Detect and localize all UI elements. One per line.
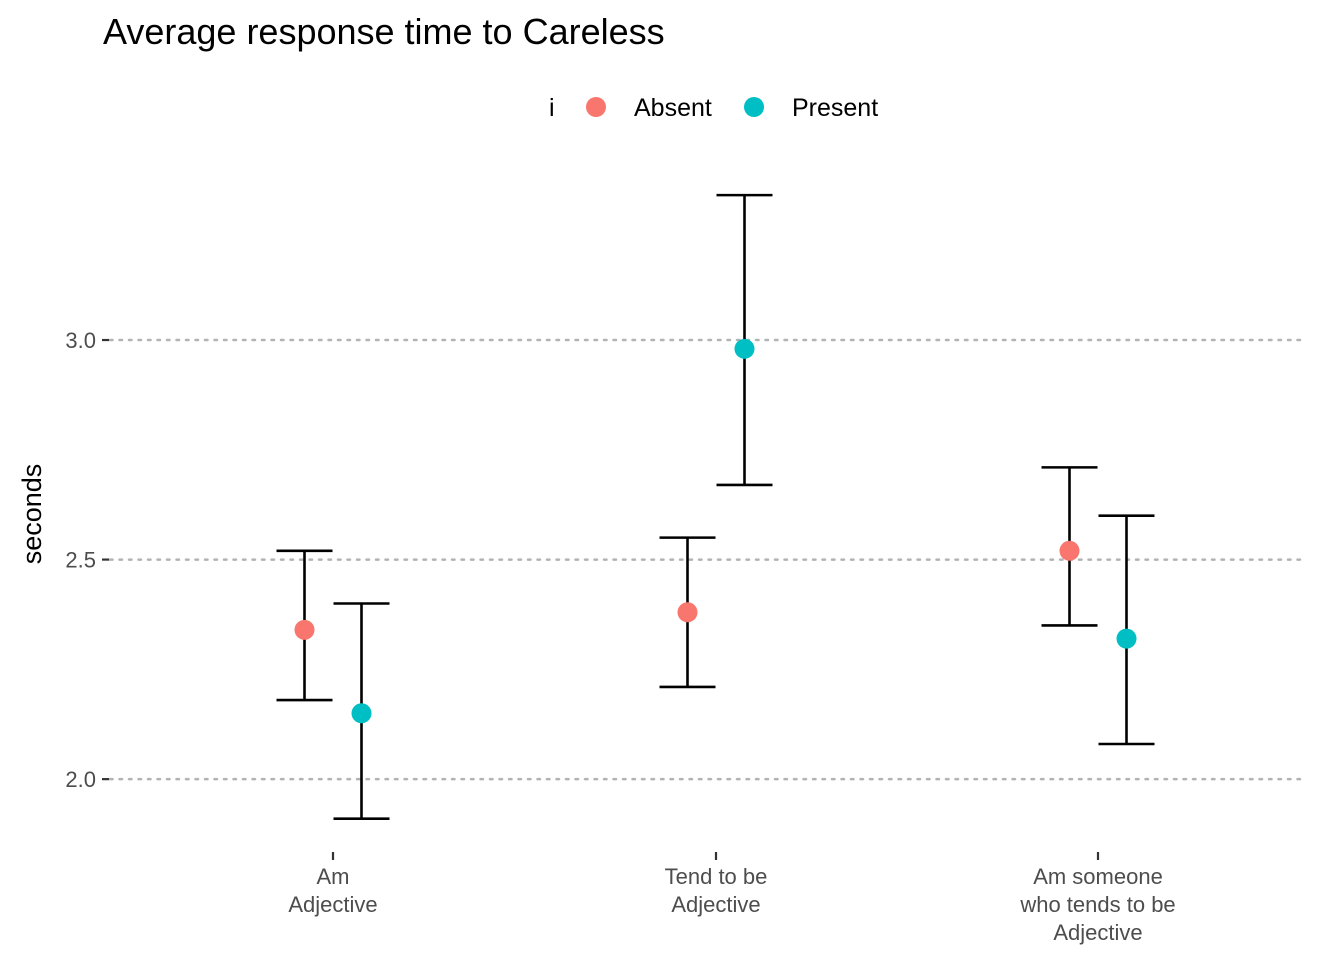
legend-key-absent xyxy=(586,97,606,117)
legend-label-absent: Absent xyxy=(634,94,712,122)
y-axis-title: seconds xyxy=(17,464,47,565)
data-point xyxy=(677,602,698,623)
x-tick-label: Am xyxy=(317,864,350,889)
data-point xyxy=(1116,628,1137,649)
data-point xyxy=(351,703,372,724)
x-tick-label: Adjective xyxy=(1053,920,1142,945)
y-tick-label: 3.0 xyxy=(65,328,96,353)
plot-marks xyxy=(276,193,1155,820)
data-point xyxy=(734,338,755,359)
x-tick-label: Adjective xyxy=(288,892,377,917)
gridlines xyxy=(108,338,1302,781)
x-axis-ticks: Am Adjective Tend to be Adjective Am someone… xyxy=(288,852,1176,945)
data-point xyxy=(294,619,315,640)
legend-title: i xyxy=(549,94,555,122)
legend-label-present: Present xyxy=(792,94,878,122)
x-tick-label: Am someone xyxy=(1033,864,1163,889)
x-tick-label: Tend to be xyxy=(665,864,768,889)
legend-key-present xyxy=(744,97,764,117)
y-tick-label: 2.0 xyxy=(65,767,96,792)
x-tick-label: Adjective xyxy=(671,892,760,917)
x-tick-label: who tends to be xyxy=(1019,892,1175,917)
legend: i Absent Present xyxy=(549,94,878,122)
chart-title: Average response time to Careless xyxy=(103,11,665,52)
y-tick-label: 2.5 xyxy=(65,548,96,573)
data-point xyxy=(1059,540,1080,561)
y-axis-ticks: 2.0 2.5 3.0 xyxy=(65,328,109,792)
